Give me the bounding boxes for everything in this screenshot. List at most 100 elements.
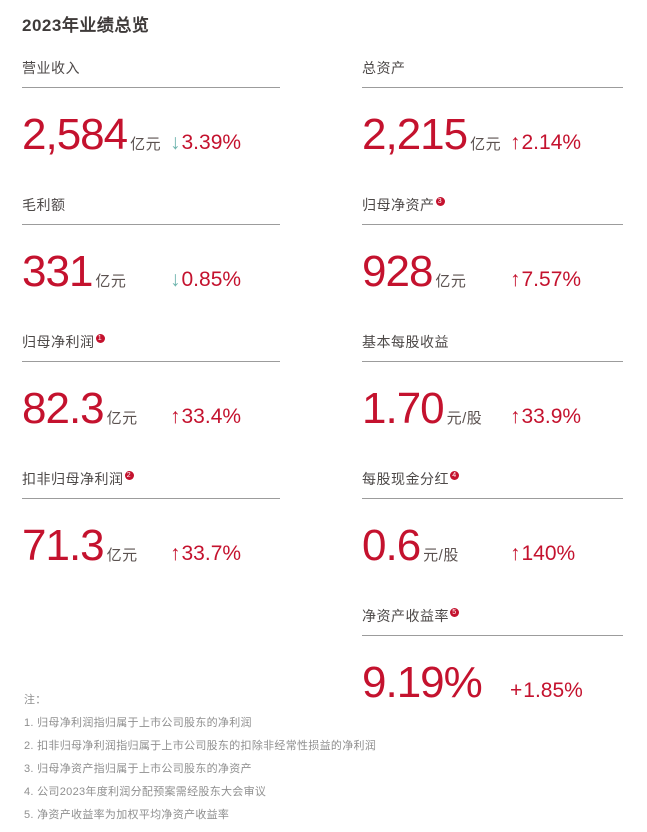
- change-value: 33.9%: [521, 405, 582, 428]
- up-arrow-icon: ↑: [510, 405, 521, 428]
- metric-label: 扣非归母净利润 2: [22, 469, 280, 499]
- metric-value: 331: [22, 247, 93, 296]
- metric-value-row: 2,584 亿元 ↓ 3.39%: [22, 110, 280, 161]
- change-indicator: ↑ 2.14%: [510, 131, 581, 155]
- metric-card-roe: 净资产收益率 5 9.19% + 1.85%: [362, 606, 623, 743]
- metric-card-deducted-net-profit: 扣非归母净利润 2 71.3 亿元 ↑ 33.7%: [22, 469, 280, 606]
- metrics-column-right: 总资产 2,215 亿元 ↑ 2.14% 归母净资产 3 928 亿元 ↑ 7.5…: [362, 58, 623, 743]
- metric-card-net-profit: 归母净利润 1 82.3 亿元 ↑ 33.4%: [22, 332, 280, 469]
- metric-label: 每股现金分红 4: [362, 469, 623, 499]
- change-value: 33.7%: [181, 542, 242, 565]
- metric-unit: 元/股: [423, 547, 459, 564]
- metric-label: 基本每股收益: [362, 332, 623, 362]
- metric-value-row: 928 亿元 ↑ 7.57%: [362, 247, 623, 298]
- down-arrow-icon: ↓: [170, 268, 181, 291]
- metric-card-gross-profit: 毛利额 331 亿元 ↓ 0.85%: [22, 195, 280, 332]
- metric-value-row: 71.3 亿元 ↑ 33.7%: [22, 521, 280, 572]
- up-arrow-icon: ↑: [510, 131, 521, 154]
- metric-number-group: 82.3 亿元: [22, 384, 170, 435]
- metric-number-group: 0.6 元/股: [362, 521, 510, 572]
- change-indicator: ↑ 33.9%: [510, 405, 581, 429]
- metric-value: 2,215: [362, 110, 468, 159]
- metric-number-group: 2,584 亿元: [22, 110, 170, 161]
- up-arrow-icon: ↑: [510, 542, 521, 565]
- footnotes: 注： 1. 归母净利润指归属于上市公司股东的净利润 2. 扣非归母净利润指归属于…: [24, 689, 376, 827]
- change-indicator: ↑ 140%: [510, 542, 575, 566]
- footnote-badge: 4: [450, 471, 459, 480]
- metric-unit: 亿元: [106, 410, 138, 427]
- metric-label-text: 净资产收益率: [362, 608, 449, 624]
- change-value: 2.14%: [521, 131, 582, 154]
- metric-value: 2,584: [22, 110, 128, 159]
- metric-unit: 元/股: [446, 410, 483, 427]
- metric-label: 毛利额: [22, 195, 280, 225]
- metric-number-group: 1.70 元/股: [362, 384, 510, 435]
- metric-label-text: 营业收入: [22, 60, 80, 76]
- footnote-badge: 5: [450, 608, 459, 617]
- metric-label: 营业收入: [22, 58, 280, 88]
- metric-label-text: 扣非归母净利润: [22, 471, 124, 487]
- metric-card-net-assets: 归母净资产 3 928 亿元 ↑ 7.57%: [362, 195, 623, 332]
- metric-number-group: 928 亿元: [362, 247, 510, 298]
- metric-label: 净资产收益率 5: [362, 606, 623, 636]
- metric-label-text: 基本每股收益: [362, 334, 449, 350]
- metric-value: 82.3: [22, 384, 105, 433]
- metric-unit: 亿元: [435, 273, 467, 290]
- down-arrow-icon: ↓: [170, 131, 181, 154]
- metric-unit: 亿元: [106, 547, 138, 564]
- footnote-badge: 3: [435, 197, 445, 206]
- change-value: 33.4%: [181, 405, 242, 428]
- note-item: 4. 公司2023年度利润分配预案需经股东大会审议: [24, 786, 267, 798]
- metric-number-group: 71.3 亿元: [22, 521, 170, 572]
- metric-card-eps: 基本每股收益 1.70 元/股 ↑ 33.9%: [362, 332, 623, 469]
- metric-value: 71.3: [22, 521, 105, 570]
- change-indicator: ↓ 3.39%: [170, 131, 241, 155]
- change-value: 1.85%: [523, 679, 583, 702]
- note-item: 5. 净资产收益率为加权平均净资产收益率: [24, 809, 230, 821]
- metric-value: 928: [362, 247, 433, 296]
- metric-unit: 亿元: [130, 136, 162, 153]
- metric-label: 归母净利润 1: [22, 332, 280, 362]
- note-item: 2. 扣非归母净利润指归属于上市公司股东的扣除非经常性损益的净利润: [24, 740, 377, 752]
- change-indicator: ↑ 33.7%: [170, 542, 241, 566]
- page-title: 2023年业绩总览: [22, 16, 150, 35]
- metric-value: 0.6: [362, 521, 421, 570]
- metric-number-group: 2,215 亿元: [362, 110, 510, 161]
- up-arrow-icon: ↑: [170, 542, 181, 565]
- up-arrow-icon: ↑: [510, 268, 521, 291]
- metric-value-row: 1.70 元/股 ↑ 33.9%: [362, 384, 623, 435]
- metric-card-total-assets: 总资产 2,215 亿元 ↑ 2.14%: [362, 58, 623, 195]
- metric-number-group: 9.19%: [362, 658, 510, 709]
- metric-number-group: 331 亿元: [22, 247, 170, 298]
- note-item: 1. 归母净利润指归属于上市公司股东的净利润: [24, 717, 252, 729]
- metric-value-row: 82.3 亿元 ↑ 33.4%: [22, 384, 280, 435]
- metric-value-row: 2,215 亿元 ↑ 2.14%: [362, 110, 623, 161]
- change-value: 140%: [521, 542, 576, 565]
- footnotes-heading: 注：: [24, 694, 47, 706]
- change-indicator: ↑ 33.4%: [170, 405, 241, 429]
- footnote-badge: 1: [95, 334, 105, 343]
- footnote-badge: 2: [124, 471, 134, 480]
- metric-unit: 亿元: [95, 273, 127, 290]
- metric-label-text: 毛利额: [22, 197, 66, 213]
- metric-card-dividend: 每股现金分红 4 0.6 元/股 ↑ 140%: [362, 469, 623, 606]
- metric-unit: 亿元: [470, 136, 502, 153]
- metric-label-text: 归母净利润: [22, 334, 95, 350]
- metric-card-revenue: 营业收入 2,584 亿元 ↓ 3.39%: [22, 58, 280, 195]
- change-indicator: ↓ 0.85%: [170, 268, 241, 292]
- metric-value: 1.70: [362, 384, 445, 433]
- metric-value-row: 0.6 元/股 ↑ 140%: [362, 521, 623, 572]
- note-item: 3. 归母净资产指归属于上市公司股东的净资产: [24, 763, 252, 775]
- plus-icon: +: [510, 679, 523, 702]
- metrics-column-left: 营业收入 2,584 亿元 ↓ 3.39% 毛利额 331 亿元 ↓ 0.85%: [22, 58, 280, 606]
- metric-label-text: 总资产: [362, 60, 406, 76]
- metric-label: 归母净资产 3: [362, 195, 623, 225]
- metric-label-text: 归母净资产: [362, 197, 435, 213]
- metric-value-row: 331 亿元 ↓ 0.85%: [22, 247, 280, 298]
- metric-value: 9.19%: [362, 658, 483, 707]
- metric-label-text: 每股现金分红: [362, 471, 449, 487]
- change-indicator: ↑ 7.57%: [510, 268, 581, 292]
- change-indicator: + 1.85%: [510, 679, 583, 703]
- up-arrow-icon: ↑: [170, 405, 181, 428]
- change-value: 0.85%: [181, 268, 242, 291]
